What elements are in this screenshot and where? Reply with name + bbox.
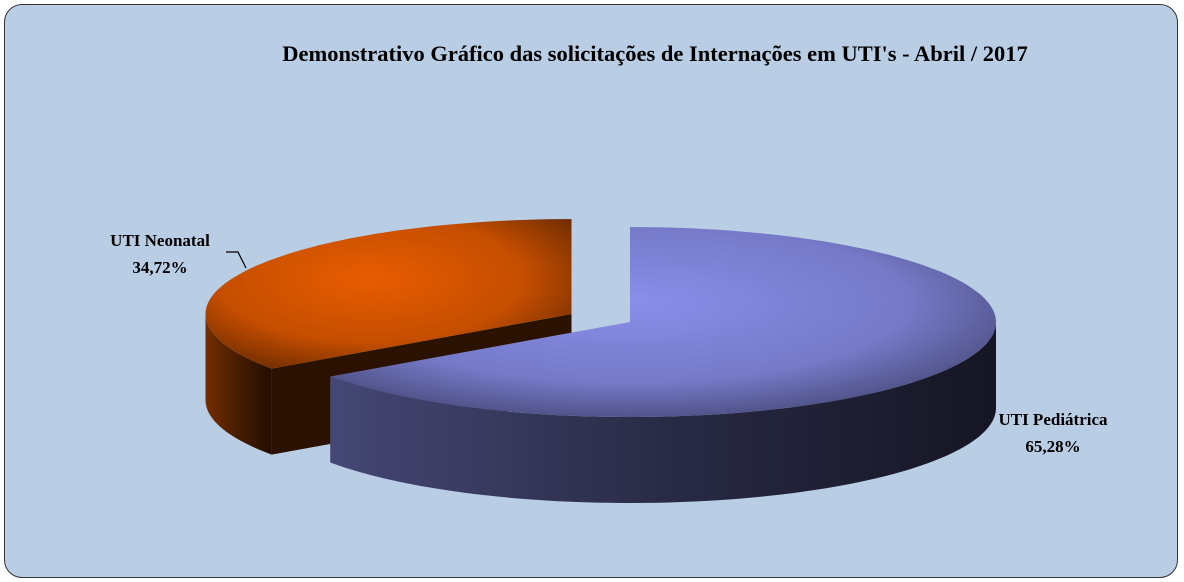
leader-line bbox=[226, 251, 247, 269]
data-label-name: UTI Neonatal bbox=[110, 231, 210, 250]
pie-slice bbox=[330, 227, 996, 503]
data-label-name: UTI Pediátrica bbox=[998, 410, 1108, 429]
slice-side bbox=[205, 314, 272, 455]
slice-side bbox=[330, 322, 996, 503]
slice-top bbox=[330, 227, 996, 417]
slice-top bbox=[205, 219, 572, 369]
data-label-value: 34,72% bbox=[132, 258, 187, 277]
chart-title: Demonstrativo Gráfico das solicitações d… bbox=[282, 41, 1028, 66]
data-label-value: 65,28% bbox=[1025, 437, 1080, 456]
